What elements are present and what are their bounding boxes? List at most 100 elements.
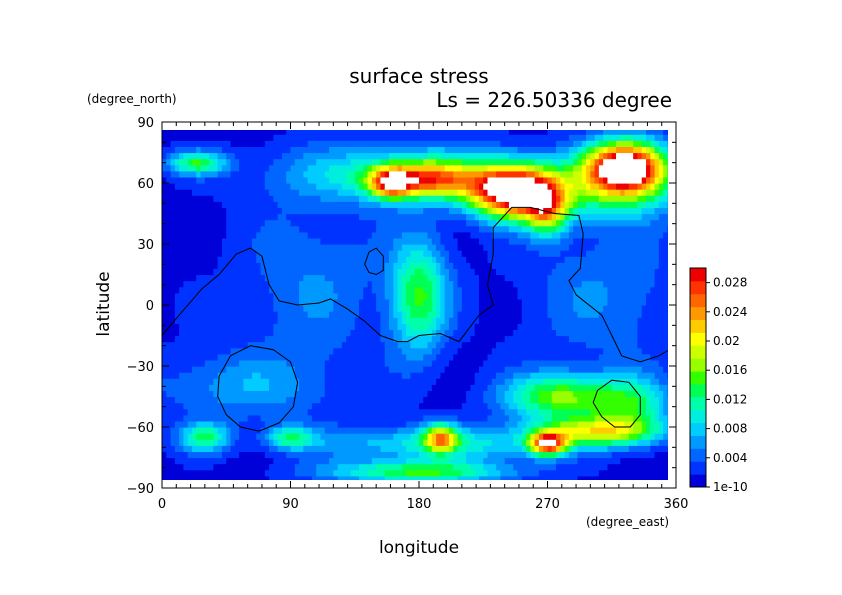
- heat-cell: [427, 213, 433, 221]
- heat-cell: [196, 183, 202, 190]
- heat-cell: [483, 140, 489, 147]
- heat-cell: [419, 176, 424, 184]
- heat-cell: [423, 152, 429, 160]
- heat-cell: [217, 408, 223, 416]
- heat-cell: [166, 231, 172, 239]
- heat-cell: [367, 237, 373, 245]
- heat-cell: [431, 408, 437, 416]
- heat-cell: [504, 329, 510, 337]
- heat-cell: [179, 286, 185, 294]
- heat-cell: [359, 475, 364, 480]
- heat-cell: [384, 207, 390, 215]
- heat-cell: [384, 183, 390, 190]
- heat-cell: [303, 158, 309, 166]
- heat-cell: [478, 475, 484, 480]
- heat-cell: [299, 286, 304, 294]
- heat-cell: [183, 457, 189, 465]
- heat-cell: [311, 445, 317, 452]
- heat-cell: [393, 262, 399, 269]
- heat-cell: [384, 286, 390, 294]
- heat-cell: [496, 170, 501, 178]
- heat-cell: [496, 347, 501, 355]
- heat-cell: [406, 219, 412, 227]
- heat-cell: [179, 225, 185, 233]
- heat-cell: [221, 231, 227, 239]
- heat-cell: [273, 183, 279, 190]
- y-axis-label: latitude: [94, 271, 114, 336]
- heat-cell: [466, 134, 471, 141]
- heat-cell: [474, 158, 480, 166]
- heat-cell: [397, 195, 403, 202]
- heat-cell: [504, 237, 510, 245]
- heat-cell: [221, 146, 227, 154]
- heat-cell: [269, 457, 274, 465]
- heat-cell: [371, 268, 377, 276]
- heat-cell: [251, 396, 257, 404]
- heat-cell: [187, 396, 193, 404]
- heat-cell: [496, 359, 501, 367]
- heat-cell: [504, 134, 510, 141]
- heat-cell: [461, 231, 467, 239]
- heat-cell: [196, 457, 202, 465]
- heat-cell: [431, 298, 437, 306]
- heat-cell: [371, 402, 377, 410]
- heat-cell: [204, 207, 210, 215]
- heat-cell: [337, 414, 343, 422]
- heat-cell: [470, 262, 476, 269]
- heat-cell: [431, 457, 437, 465]
- heat-cell: [487, 146, 493, 154]
- heat-cell: [397, 250, 403, 257]
- heat-cell: [299, 280, 304, 288]
- heat-cell: [350, 250, 356, 257]
- heat-cell: [461, 359, 467, 367]
- heat-cell: [251, 262, 257, 269]
- heat-cell: [320, 176, 326, 184]
- heat-cell: [307, 305, 313, 312]
- heat-cell: [354, 469, 360, 477]
- heat-cell: [466, 298, 471, 306]
- heat-cell: [470, 396, 476, 404]
- heat-cell: [474, 439, 480, 446]
- heat-cell: [281, 225, 287, 233]
- heat-cell: [448, 183, 454, 190]
- heat-cell: [264, 408, 270, 416]
- heat-cell: [491, 134, 497, 141]
- heat-cell: [191, 231, 197, 239]
- heat-cell: [508, 213, 514, 221]
- heat-cell: [508, 311, 514, 318]
- heat-cell: [470, 207, 476, 215]
- heat-cell: [401, 433, 407, 440]
- heat-cell: [508, 152, 514, 160]
- heat-cell: [337, 420, 343, 428]
- heat-cell: [162, 274, 167, 282]
- heat-cell: [444, 195, 450, 202]
- heat-cell: [500, 390, 506, 398]
- heat-cell: [256, 262, 262, 269]
- heat-cell: [376, 439, 382, 446]
- heat-cell: [264, 414, 270, 422]
- heat-cell: [380, 433, 386, 440]
- heat-cell: [204, 335, 210, 343]
- heat-cell: [273, 219, 279, 227]
- heat-cell: [329, 244, 334, 251]
- heat-cell: [337, 451, 343, 459]
- heat-cell: [371, 329, 377, 337]
- heat-cell: [324, 140, 330, 147]
- heat-cell: [260, 134, 266, 141]
- heat-cell: [324, 298, 330, 306]
- heat-cell: [354, 451, 360, 459]
- heat-cell: [209, 378, 214, 385]
- heat-cell: [329, 439, 334, 446]
- heat-cell: [286, 372, 292, 379]
- heat-cell: [470, 427, 476, 434]
- heat-cell: [247, 420, 253, 428]
- heat-cell: [491, 329, 497, 337]
- heat-cell: [187, 164, 193, 172]
- heat-cell: [191, 323, 197, 330]
- heat-cell: [324, 280, 330, 288]
- heat-cell: [196, 262, 202, 269]
- heat-cell: [183, 237, 189, 245]
- heat-cell: [367, 280, 373, 288]
- heat-cell: [251, 146, 257, 154]
- heat-cell: [483, 433, 489, 440]
